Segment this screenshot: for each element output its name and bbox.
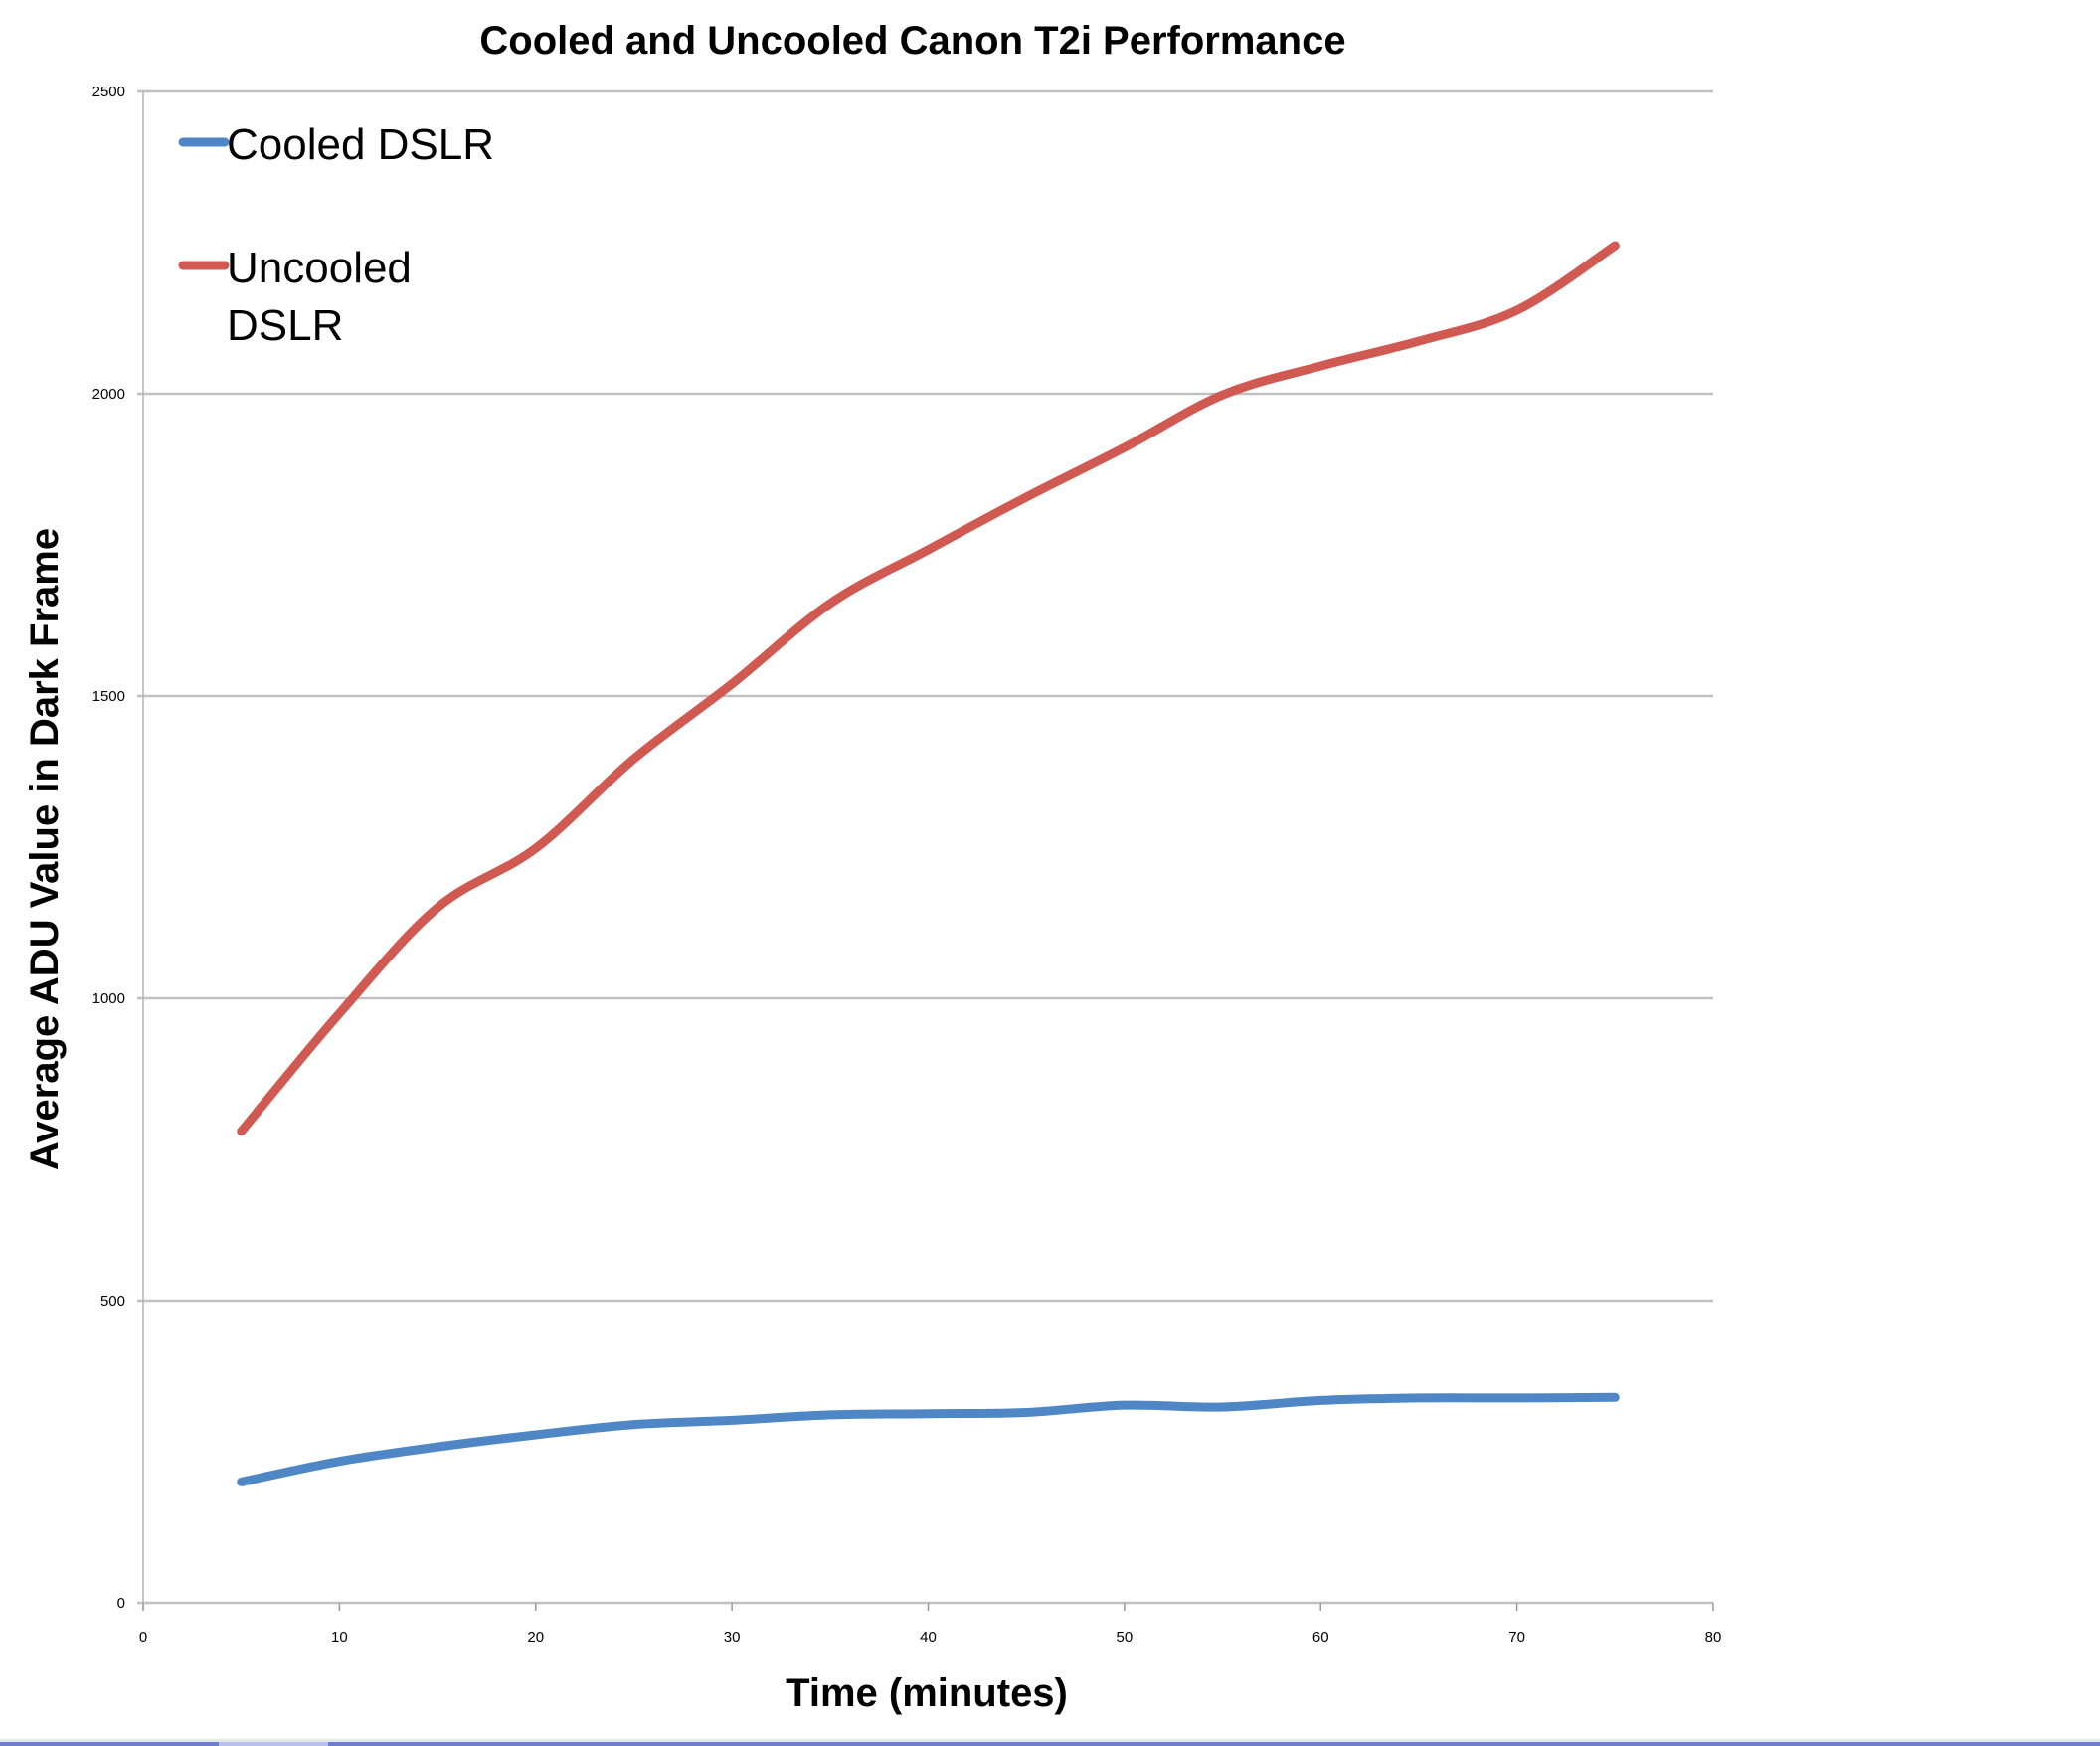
legend: Cooled DSLR Uncooled DSLR [178, 120, 494, 350]
x-tick-label: 10 [331, 1629, 348, 1646]
legend-label: DSLR [227, 301, 343, 350]
y-tick-label: 2500 [92, 84, 125, 100]
y-tick-label: 0 [117, 1595, 125, 1612]
legend-label: Uncooled [227, 244, 412, 292]
legend-label: Cooled DSLR [227, 120, 494, 169]
x-tick-label: 30 [724, 1629, 741, 1646]
cooled-dslr-line [237, 1392, 1620, 1486]
data-series [237, 241, 1620, 1486]
x-axis-ticks: 0 10 20 30 40 50 60 70 80 [139, 1603, 1722, 1646]
taskbar-strip [0, 1742, 2100, 1746]
x-tick-label: 60 [1312, 1629, 1329, 1646]
y-tick-label: 1500 [92, 688, 125, 705]
x-tick-label: 80 [1705, 1629, 1722, 1646]
gridlines [137, 89, 1713, 1303]
taskbar-highlight [219, 1742, 328, 1746]
axes [137, 91, 1713, 1609]
y-tick-label: 500 [100, 1293, 125, 1310]
y-tick-label: 2000 [92, 386, 125, 403]
x-tick-label: 0 [139, 1629, 147, 1646]
uncooled-dslr-line [237, 241, 1620, 1136]
x-tick-label: 70 [1508, 1629, 1525, 1646]
chart-title: Cooled and Uncooled Canon T2i Performanc… [479, 19, 1345, 63]
x-tick-label: 40 [920, 1629, 937, 1646]
x-axis-title: Time (minutes) [786, 1671, 1068, 1715]
y-tick-label: 1000 [92, 990, 125, 1007]
y-axis-title: Average ADU Value in Dark Frame [23, 528, 67, 1170]
x-tick-label: 20 [527, 1629, 544, 1646]
y-axis-ticks: 0 500 1000 1500 2000 2500 [92, 84, 125, 1612]
window-bottom-border [0, 1739, 2100, 1742]
x-tick-label: 50 [1117, 1629, 1134, 1646]
